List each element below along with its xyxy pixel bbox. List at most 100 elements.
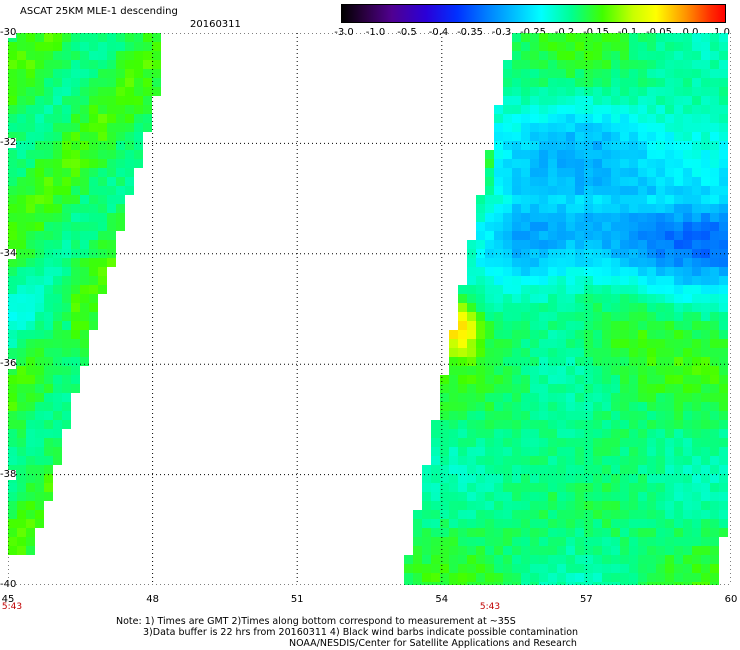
left-swath-cell (53, 330, 62, 339)
right-swath-cell (638, 555, 647, 564)
right-swath-cell (683, 384, 692, 393)
right-swath-cell (503, 114, 512, 123)
right-swath-cell (620, 330, 629, 339)
right-swath-cell (539, 51, 548, 60)
right-swath-cell (467, 429, 476, 438)
right-swath-cell (683, 213, 692, 222)
right-swath-cell (683, 186, 692, 195)
right-swath-cell (611, 213, 620, 222)
right-swath-cell (575, 267, 584, 276)
right-swath-cell (467, 573, 476, 582)
right-swath-cell (593, 78, 602, 87)
left-swath-cell (44, 330, 53, 339)
right-swath-cell (557, 483, 566, 492)
left-swath-cell (26, 339, 35, 348)
right-swath-cell (557, 537, 566, 546)
right-swath-cell (692, 555, 701, 564)
right-swath-cell (530, 375, 539, 384)
right-swath-cell (701, 501, 710, 510)
right-swath-cell (674, 537, 683, 546)
right-swath-cell (719, 177, 728, 186)
right-swath-cell (575, 321, 584, 330)
right-swath-cell (557, 474, 566, 483)
right-swath-cell (548, 33, 557, 42)
right-swath-cell (647, 285, 656, 294)
right-swath-cell (611, 42, 620, 51)
right-swath-cell (548, 285, 557, 294)
right-swath-cell (674, 141, 683, 150)
right-swath-cell (629, 285, 638, 294)
left-swath-cell (62, 375, 71, 384)
right-swath-cell (584, 528, 593, 537)
left-swath-cell (62, 222, 71, 231)
left-swath-cell (71, 222, 80, 231)
right-swath-cell (620, 177, 629, 186)
right-swath-cell (557, 492, 566, 501)
right-swath-cell (674, 474, 683, 483)
right-swath-cell (566, 195, 575, 204)
left-swath-cell (17, 114, 26, 123)
left-swath-cell (53, 429, 62, 438)
right-swath-cell (593, 474, 602, 483)
right-swath-cell (692, 87, 701, 96)
right-swath-cell (692, 258, 701, 267)
right-swath-cell (647, 492, 656, 501)
right-swath-cell (593, 537, 602, 546)
right-swath-cell (521, 168, 530, 177)
right-swath-cell (611, 438, 620, 447)
right-swath-cell (638, 51, 647, 60)
right-swath-cell (548, 141, 557, 150)
left-swath-cell (8, 330, 17, 339)
right-swath-cell (512, 123, 521, 132)
right-swath-cell (611, 366, 620, 375)
right-swath-cell (611, 249, 620, 258)
right-swath-cell (503, 339, 512, 348)
right-swath-cell (593, 546, 602, 555)
right-swath-cell (683, 492, 692, 501)
right-swath-cell (611, 393, 620, 402)
right-swath-cell (584, 123, 593, 132)
right-swath-cell (548, 564, 557, 573)
right-swath-cell (611, 321, 620, 330)
right-swath-cell (521, 132, 530, 141)
left-swath-cell (53, 186, 62, 195)
right-swath-cell (683, 267, 692, 276)
right-swath-cell (647, 177, 656, 186)
right-swath-cell (683, 357, 692, 366)
right-swath-cell (719, 51, 728, 60)
right-swath-cell (530, 204, 539, 213)
right-swath-cell (548, 150, 557, 159)
right-swath-cell (602, 393, 611, 402)
right-swath-cell (701, 357, 710, 366)
left-swath-cell (152, 42, 161, 51)
right-swath-cell (530, 357, 539, 366)
right-swath-cell (431, 519, 440, 528)
right-swath-cell (665, 564, 674, 573)
right-swath-cell (530, 51, 539, 60)
left-swath-cell (8, 78, 17, 87)
left-swath-cell (62, 330, 71, 339)
right-swath-cell (611, 240, 620, 249)
right-swath-cell (566, 267, 575, 276)
left-swath-cell (44, 312, 53, 321)
right-swath-cell (548, 132, 557, 141)
left-swath-cell (26, 123, 35, 132)
left-swath-cell (8, 393, 17, 402)
right-swath-cell (665, 402, 674, 411)
right-swath-cell (575, 240, 584, 249)
right-swath-cell (575, 492, 584, 501)
right-swath-cell (647, 429, 656, 438)
right-swath-cell (539, 483, 548, 492)
right-swath-cell (494, 492, 503, 501)
left-swath-cell (8, 114, 17, 123)
right-swath-cell (575, 51, 584, 60)
right-swath-cell (620, 276, 629, 285)
right-swath-cell (611, 87, 620, 96)
right-swath-cell (719, 456, 728, 465)
right-swath-cell (611, 546, 620, 555)
left-swath-cell (35, 420, 44, 429)
right-swath-cell (557, 384, 566, 393)
right-swath-cell (656, 51, 665, 60)
left-swath-cell (107, 222, 116, 231)
right-swath-cell (683, 231, 692, 240)
